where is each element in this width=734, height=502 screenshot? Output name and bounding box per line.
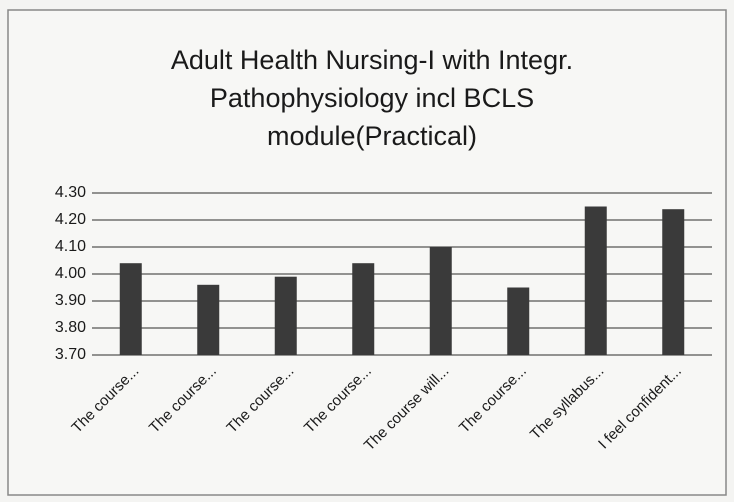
bar — [584, 206, 607, 355]
y-tick-label: 4.20 — [55, 211, 86, 228]
chart-title: Pathophysiology incl BCLS — [210, 83, 534, 113]
chart-title: module(Practical) — [267, 121, 477, 151]
bar — [429, 247, 452, 355]
chart-title: Adult Health Nursing-I with Integr. — [171, 45, 573, 75]
bar — [197, 284, 220, 355]
y-tick-label: 3.90 — [55, 292, 86, 309]
y-tick-label: 3.80 — [55, 319, 86, 336]
y-tick-label: 3.70 — [55, 346, 86, 363]
bar — [507, 287, 530, 355]
bar — [352, 263, 375, 355]
y-tick-label: 4.00 — [55, 265, 86, 282]
y-tick-label: 4.30 — [55, 184, 86, 201]
bar — [274, 276, 297, 355]
bar — [662, 209, 685, 355]
y-tick-label: 4.10 — [55, 238, 86, 255]
bar — [119, 263, 142, 355]
